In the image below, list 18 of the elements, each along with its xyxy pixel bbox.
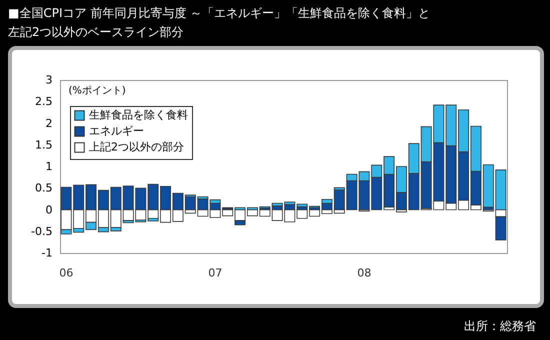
y-tick-label: 1.5 xyxy=(35,138,52,152)
x-tick-label: 08 xyxy=(357,266,372,280)
y-tick-label: 3 xyxy=(46,74,52,86)
y-tick-label: -0.5 xyxy=(31,224,52,238)
y-tick-label: 0 xyxy=(46,203,52,216)
y-axis-title: (%ポイント) xyxy=(68,86,126,96)
y-tick-label: 1 xyxy=(46,160,52,173)
legend-label: エネルギー xyxy=(89,124,144,138)
chart-title: ■全国CPIコア 前年同月比寄与度 ～「エネルギー」「生鮮食品を除く食料」と左記2つ以外のベースライン部分 xyxy=(7,5,432,41)
x-tick-label: 06 xyxy=(59,266,74,280)
legend-label: 上記2つ以外の部分 xyxy=(89,140,184,154)
x-tick-label: 07 xyxy=(208,266,222,280)
legend-label: 生鮮食品を除く食料 xyxy=(89,108,188,122)
y-tick-label: -1 xyxy=(42,246,52,260)
y-tick-label: 2.5 xyxy=(35,95,52,108)
text: 出所：総務省 xyxy=(464,318,536,335)
y-tick-label: 2 xyxy=(46,116,52,130)
y-tick-label: 0.5 xyxy=(35,182,52,195)
